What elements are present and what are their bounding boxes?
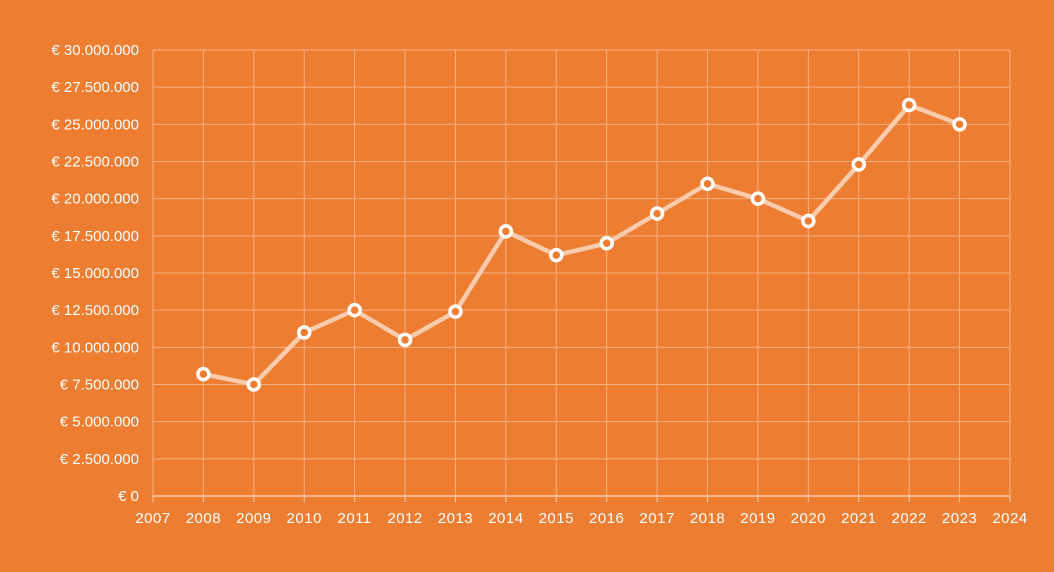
x-tick-label: 2024 <box>992 510 1027 527</box>
y-tick-label: € 12.500.000 <box>51 302 139 319</box>
axes <box>152 50 1011 502</box>
x-tick-label: 2018 <box>690 510 725 527</box>
x-tick-label: 2008 <box>186 510 221 527</box>
data-point <box>549 247 564 263</box>
data-point <box>448 304 463 319</box>
x-tick-label: 2015 <box>539 510 574 527</box>
x-tick-label: 2023 <box>942 510 977 527</box>
x-tick-label: 2009 <box>236 510 271 527</box>
x-tick-label: 2010 <box>287 510 322 527</box>
data-point <box>196 366 211 382</box>
y-tick-label: € 17.500.000 <box>51 228 139 245</box>
y-tick-label: € 22.500.000 <box>51 154 139 171</box>
grid-lines <box>153 49 1011 496</box>
data-point <box>599 236 614 251</box>
x-tick-label: 2012 <box>387 510 422 527</box>
y-tick-label: € 20.000.000 <box>51 191 139 208</box>
y-tick-label: € 25.000.000 <box>51 116 139 133</box>
x-tick-label: 2021 <box>841 510 876 527</box>
data-point <box>498 224 514 239</box>
y-tick-label: € 15.000.000 <box>51 265 139 282</box>
data-point <box>901 97 917 113</box>
x-tick-label: 2013 <box>438 510 473 527</box>
x-tick-label: 2019 <box>740 510 775 527</box>
x-tick-label: 2014 <box>488 510 523 527</box>
x-tick-label: 2011 <box>338 510 372 527</box>
data-point <box>296 325 312 340</box>
x-tick-label: 2020 <box>791 510 826 527</box>
data-point <box>750 191 766 206</box>
data-point <box>700 176 715 192</box>
data-point <box>851 157 867 172</box>
series-layer <box>196 97 967 392</box>
series-line <box>201 102 962 387</box>
x-tick-label: 2016 <box>589 510 624 527</box>
y-tick-label: € 27.500.000 <box>51 79 139 96</box>
x-tick-labels: 2007 2008 2009 2010 2011 2012 2013 2014 2015 2016… <box>135 510 1027 527</box>
y-tick-labels: € 0 € 2.500.000 € 5.000.000 € 7.500.000 € 10… <box>51 42 139 505</box>
y-tick-label: € 10.000.000 <box>51 339 139 356</box>
x-tick-label: 2022 <box>891 510 926 527</box>
y-tick-label: € 2.500.000 <box>60 451 139 468</box>
data-point <box>952 117 967 132</box>
y-tick-label: € 7.500.000 <box>60 377 139 394</box>
y-tick-label: € 0 <box>118 488 139 505</box>
x-tick-label: 2007 <box>135 510 170 527</box>
data-point <box>649 206 665 221</box>
data-point <box>347 302 362 318</box>
x-tick-label: 2017 <box>639 510 674 527</box>
data-point <box>246 377 262 392</box>
data-point <box>397 332 413 348</box>
y-tick-label: € 5.000.000 <box>60 414 139 431</box>
y-tick-label: € 30.000.000 <box>51 42 139 59</box>
data-point <box>801 213 816 229</box>
